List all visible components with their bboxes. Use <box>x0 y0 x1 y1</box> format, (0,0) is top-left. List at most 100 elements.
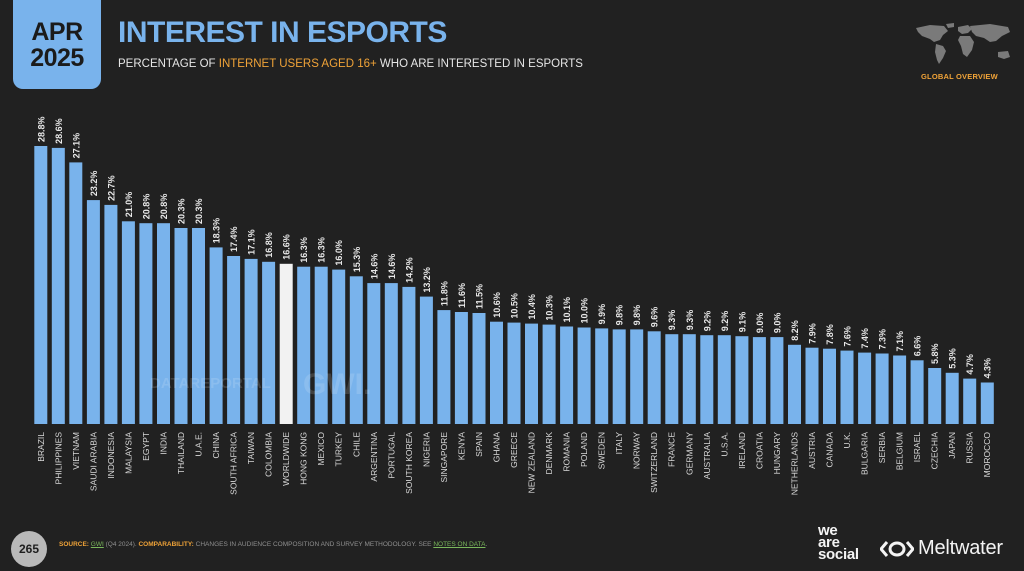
data-label: 9.9% <box>597 304 607 325</box>
category-label: GERMANY <box>684 432 694 475</box>
bar-egypt <box>139 223 153 424</box>
data-label: 21.0% <box>124 192 134 218</box>
data-label: 16.0% <box>334 240 344 266</box>
bar-italy <box>612 329 626 424</box>
data-label: 16.3% <box>317 237 327 263</box>
data-label: 9.6% <box>650 307 660 328</box>
data-label: 4.7% <box>965 354 975 375</box>
data-label: 14.2% <box>404 257 414 283</box>
bar-u-s-a <box>717 335 731 424</box>
category-label: BRAZIL <box>36 432 46 462</box>
we-are-social-line: are <box>818 534 840 551</box>
data-label: 10.6% <box>492 292 502 318</box>
bar-hong-kong <box>297 266 311 424</box>
data-label: 23.2% <box>89 171 99 197</box>
page-title: INTEREST IN ESPORTS <box>118 16 447 49</box>
bar-morocco <box>980 382 994 424</box>
bar-ireland <box>735 336 749 424</box>
category-label: ARGENTINA <box>369 432 379 482</box>
bar-switzerland <box>647 331 661 424</box>
watermark-datareportal: DATAREPORTAL <box>150 375 271 392</box>
bar-indonesia <box>104 204 118 424</box>
data-label: 16.8% <box>264 232 274 258</box>
category-label: INDIA <box>159 432 169 455</box>
bar-chile <box>349 276 363 424</box>
subtitle-highlight: INTERNET USERS AGED 16+ <box>218 58 377 70</box>
bar-malaysia <box>121 221 135 424</box>
category-label: BULGARIA <box>860 432 870 475</box>
category-label: BELGIUM <box>895 432 905 470</box>
category-label: SAUDI ARABIA <box>88 432 98 491</box>
category-label: CHILE <box>351 432 361 457</box>
bar-czechia <box>928 368 942 424</box>
category-label: POLAND <box>579 432 589 467</box>
data-label: 20.3% <box>194 198 204 224</box>
data-label: 7.1% <box>895 331 905 352</box>
category-label: CZECHIA <box>930 432 940 470</box>
bar-germany <box>682 334 696 424</box>
data-label: 20.3% <box>177 198 187 224</box>
date-badge: APR 2025 <box>13 0 101 89</box>
data-label: 5.8% <box>930 343 940 364</box>
category-label: AUSTRIA <box>807 432 817 469</box>
data-label: 4.3% <box>983 358 993 379</box>
data-label: 16.3% <box>299 237 309 263</box>
comparability-label: COMPARABILITY: <box>138 541 194 548</box>
subtitle-post: WHO ARE INTERESTED IN ESPORTS <box>376 58 583 70</box>
bar-turkey <box>332 269 346 424</box>
category-label: WORLDWIDE <box>281 432 291 486</box>
category-label: SINGAPORE <box>439 432 449 483</box>
category-label: NEW ZEALAND <box>527 432 537 493</box>
bar-u-a-e <box>192 228 205 424</box>
bar-greece <box>507 322 521 424</box>
data-label: 11.6% <box>457 283 467 308</box>
data-label: 9.1% <box>737 312 747 333</box>
data-label: 11.5% <box>474 284 484 309</box>
bar-south-africa <box>227 256 241 424</box>
data-label: 16.6% <box>282 234 292 260</box>
date-year: 2025 <box>30 43 84 72</box>
page-subtitle: PERCENTAGE OF INTERNET USERS AGED 16+ WH… <box>118 58 583 70</box>
bar-chart: 28.8% BRAZIL 28.6% PHILIPPINES 27.1% VIETNAM 2… <box>34 116 994 495</box>
category-label: DENMARK <box>544 432 554 475</box>
category-label: TURKEY <box>334 432 344 467</box>
category-label: THAILAND <box>176 432 186 474</box>
bar-hungary <box>770 337 784 424</box>
source-label: SOURCE: <box>59 541 89 548</box>
data-label: 9.3% <box>667 310 677 331</box>
category-label: GREECE <box>509 432 519 468</box>
bar-austria <box>805 347 819 424</box>
data-label: 17.4% <box>229 226 239 252</box>
bar-china <box>209 247 223 424</box>
notes-on-data-link[interactable]: NOTES ON DATA <box>433 541 486 548</box>
comparability-text: CHANGES IN AUDIENCE COMPOSITION AND SURV… <box>193 541 434 548</box>
data-label: 10.3% <box>545 295 555 321</box>
category-label: ITALY <box>614 432 624 455</box>
page-number: 265 <box>11 531 47 567</box>
category-label: SWITZERLAND <box>649 432 659 493</box>
subtitle-pre: PERCENTAGE OF <box>118 58 219 70</box>
footer: 265 SOURCE: GWI (Q4 2024). COMPARABILITY… <box>0 523 1024 571</box>
data-label: 10.5% <box>510 293 520 319</box>
bar-poland <box>577 327 591 424</box>
bar-colombia <box>262 261 276 424</box>
meltwater-logo: Meltwater <box>880 537 1003 560</box>
category-label: INDONESIA <box>106 432 116 479</box>
data-label: 9.0% <box>755 313 765 334</box>
bar-norway <box>630 329 644 424</box>
source-link[interactable]: GWI <box>90 541 104 548</box>
data-label: 17.1% <box>247 229 257 255</box>
bar-brazil <box>34 146 48 424</box>
data-label: 28.6% <box>54 118 64 144</box>
data-label: 13.2% <box>422 267 432 293</box>
data-label: 20.8% <box>141 194 151 220</box>
category-label: SOUTH AFRICA <box>229 432 239 495</box>
data-label: 28.8% <box>36 116 46 142</box>
we-are-social-line: we <box>818 522 838 539</box>
watermark-gwi: GWI. <box>303 368 371 401</box>
category-label: NORWAY <box>632 432 642 469</box>
data-label: 7.9% <box>808 323 818 344</box>
data-label: 10.1% <box>562 297 572 323</box>
bar-japan <box>945 372 959 424</box>
data-label: 9.3% <box>685 310 695 331</box>
